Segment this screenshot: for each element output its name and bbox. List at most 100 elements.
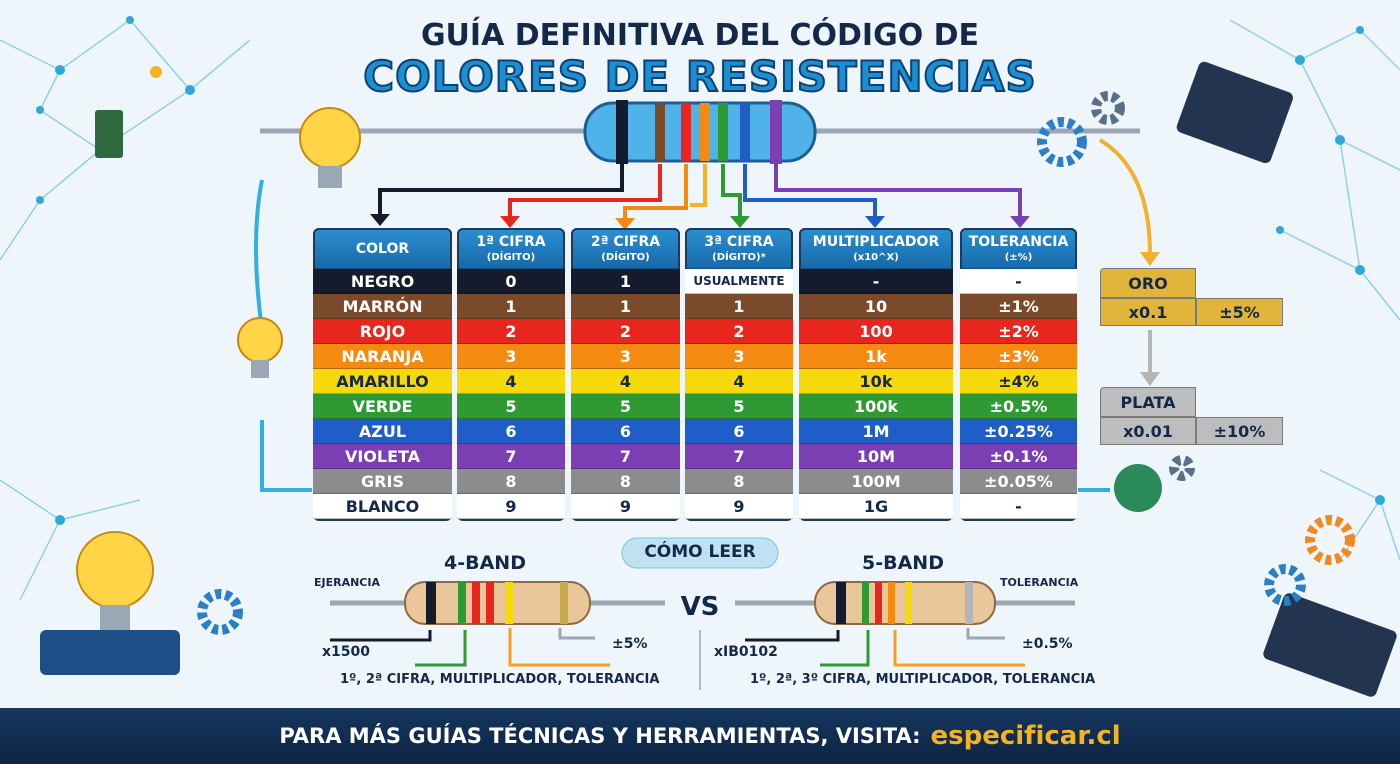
table-cell: 5 [457,394,565,419]
table-cell: ±4% [960,369,1077,394]
table-cell: 3 [457,344,565,369]
decoration [36,106,44,114]
decoration [1355,265,1365,275]
header-title: 1ª CIFRA [476,234,546,250]
table-cell: 7 [685,444,793,469]
table-cell: 1k [799,344,953,369]
table-cell: 9 [571,494,680,519]
table-cell: AZUL [313,419,452,444]
decoration [1010,216,1030,228]
header-sub: (DÍGITO) [486,252,536,263]
decoration [721,164,742,218]
band [770,100,782,164]
decoration [875,582,882,624]
header-title: TOLERANCIA [968,234,1069,250]
table-cell: 5 [571,394,680,419]
header-title: COLOR [355,240,410,257]
decoration [370,214,390,226]
decoration [1295,55,1305,65]
table-cell: 2 [571,319,680,344]
decoration [508,164,662,218]
table-cell: 3 [571,344,680,369]
header-title: MULTIPLICADOR [812,234,940,250]
table-cell: - [960,494,1077,519]
decoration [893,630,1025,667]
table-cell: 6 [571,419,680,444]
band [700,103,710,161]
decoration [486,582,494,624]
decoration [1098,138,1152,256]
decoration [95,110,123,158]
table-cell: NARANJA [313,344,452,369]
table-cell: 8 [685,469,793,494]
table-cell: 7 [571,444,680,469]
decoration [185,85,195,95]
footer-bar: PARA MÁS GUÍAS TÉCNICAS Y HERRAMIENTAS, … [0,708,1400,764]
header-title: 2ª CIFRA [590,234,661,250]
table-cell: 1 [685,294,793,319]
side-box-multiplier: x0.01 [1100,417,1196,445]
decoration [426,582,436,624]
table-cell: MARRÓN [313,294,452,319]
bulbs [40,107,361,675]
decoration [415,630,467,667]
table-cell: - [799,269,953,294]
table-cell: 8 [571,469,680,494]
table-cell: ±0.5% [960,394,1077,419]
footer-text: PARA MÁS GUÍAS TÉCNICAS Y HERRAMIENTAS, … [279,724,921,748]
table-cell: ±0.1% [960,444,1077,469]
decoration [820,630,870,667]
decoration [615,218,635,230]
decoration [1263,593,1397,697]
bottom-resistors [330,537,1075,690]
band [655,103,665,161]
table-cell: BLANCO [313,494,452,519]
table-cell: 3 [685,344,793,369]
decoration [1176,61,1293,164]
decoration [1375,495,1385,505]
table-cell: USUALMENTE [685,269,793,294]
arrowheads [370,214,1160,386]
decoration [1305,515,1355,565]
table-cell: 100k [799,394,953,419]
band [740,103,750,161]
four-band-legend: 1º, 2ª CIFRA, MULTIPLICADOR, TOLERANCIA [340,672,660,687]
table-cell: 6 [685,419,793,444]
table-cell: 100M [799,469,953,494]
decoration [888,582,895,624]
decoration [472,582,480,624]
table-cell: 5 [685,394,793,419]
four-band-tolerance: ±5% [612,636,648,652]
arrows [254,138,1152,492]
footer-link[interactable]: especificar.cl [930,721,1121,751]
decoration [36,196,44,204]
table-cell: 9 [457,494,565,519]
decoration [251,360,269,378]
decoration [330,630,432,642]
table-cell: 10M [799,444,953,469]
node-accent [150,66,162,78]
decoration [378,164,624,215]
five-band-title: 5-BAND [862,552,944,574]
table-cell: 10k [799,369,953,394]
decoration [55,515,65,525]
decoration [865,216,885,228]
table-cell: - [960,269,1077,294]
decoration [318,166,342,188]
band [681,103,691,161]
side-box-tolerance: ±5% [1196,298,1283,326]
table-cell: VERDE [313,394,452,419]
decoration [1140,252,1160,266]
table-cell: ROJO [313,319,452,344]
decoration [966,628,1005,640]
table-header: 2ª CIFRA (DÍGITO) [571,228,680,269]
table-cell: 1G [799,494,953,519]
decoration [330,628,1025,667]
decoration [126,16,134,24]
side-box-tolerance: ±10% [1196,417,1283,445]
table-cell: 1 [457,294,565,319]
table-cell: 9 [685,494,793,519]
table-cell: 6 [457,419,565,444]
